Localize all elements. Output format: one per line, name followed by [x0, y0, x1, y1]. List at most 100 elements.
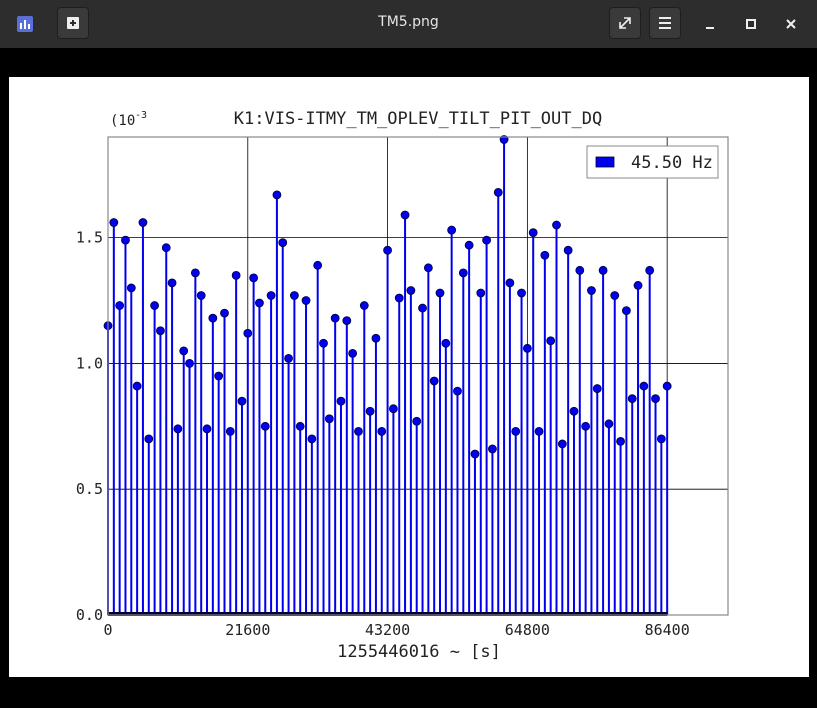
y-tick-label: 1.0	[76, 354, 103, 372]
stem-marker	[418, 303, 427, 313]
x-tick-label: 64800	[505, 621, 550, 639]
stem-marker	[167, 278, 177, 288]
stem-marker	[243, 328, 253, 338]
stem-marker	[173, 424, 183, 434]
stem-marker	[249, 273, 259, 283]
series	[103, 135, 672, 615]
stem-marker	[266, 291, 276, 300]
stem-marker	[616, 437, 625, 446]
stem-marker	[115, 301, 125, 310]
stem-marker	[377, 426, 387, 436]
stem-marker	[161, 243, 171, 253]
stem-marker	[354, 426, 363, 436]
plot-frame	[107, 136, 729, 616]
legend-label: 45.50 Hz	[631, 153, 713, 173]
stem-marker	[126, 283, 136, 293]
stem-marker	[121, 235, 130, 245]
stem-marker	[441, 338, 451, 348]
stem-marker	[359, 301, 369, 310]
stem-marker	[453, 386, 462, 396]
stem-marker	[592, 384, 602, 393]
stem-marker	[639, 381, 649, 391]
stem-marker	[656, 434, 666, 444]
stem-marker	[458, 268, 468, 278]
stem-marker	[389, 404, 398, 414]
stem-marker	[610, 291, 620, 300]
stem-marker	[476, 288, 486, 298]
stem-marker	[295, 421, 305, 431]
stem-marker	[511, 426, 521, 436]
x-tick-label: 0	[103, 621, 112, 639]
menu-button[interactable]	[649, 7, 681, 39]
x-tick-label: 21600	[225, 621, 270, 639]
stem-marker	[208, 313, 218, 323]
y-multiplier: (10	[110, 113, 135, 129]
stem-marker	[540, 250, 550, 260]
image-canvas: K1:VIS-ITMY_TM_OPLEV_TILT_PIT_OUT_DQ (10…	[0, 48, 817, 708]
y-multiplier-exponent: -3	[135, 110, 147, 121]
stem-marker	[621, 306, 631, 315]
stem-marker	[581, 421, 591, 431]
stem-marker	[324, 414, 334, 424]
stem-marker	[528, 228, 538, 238]
stem-marker	[202, 424, 212, 434]
stem-marker	[307, 434, 317, 444]
y-tick-label: 0.0	[76, 606, 103, 624]
stem-marker	[604, 419, 614, 429]
stem-marker	[470, 449, 480, 459]
stem-marker	[546, 336, 556, 346]
stem-marker	[237, 396, 247, 406]
stem-marker	[662, 381, 672, 391]
stem-marker	[412, 416, 422, 426]
stem-marker	[552, 220, 561, 230]
stem-marker	[342, 316, 352, 326]
stem-marker	[575, 265, 585, 275]
stem-marker	[627, 394, 637, 404]
x-tick-label: 43200	[365, 621, 410, 639]
window-controls[interactable]	[700, 14, 805, 34]
chart: K1:VIS-ITMY_TM_OPLEV_TILT_PIT_OUT_DQ (10…	[9, 77, 809, 677]
stem-marker	[260, 421, 270, 431]
stem-marker	[645, 265, 655, 275]
stem-marker	[109, 218, 119, 227]
new-tab-button[interactable]	[57, 7, 89, 39]
stem-marker	[272, 190, 282, 200]
stem-marker	[289, 291, 299, 300]
x-tick-label: 86400	[645, 621, 690, 639]
stem-marker	[150, 301, 159, 310]
icon	[619, 17, 631, 29]
stem-marker	[505, 278, 515, 288]
stem-marker	[488, 444, 497, 454]
stem-marker	[220, 308, 229, 318]
stem-marker	[185, 359, 194, 368]
stem-marker	[231, 270, 241, 280]
stem-marker	[522, 343, 532, 353]
stem-marker	[255, 298, 264, 308]
window-title: TM5.png	[378, 14, 439, 30]
stem-marker	[651, 394, 660, 404]
stem-marker	[557, 439, 567, 449]
stem-marker	[482, 235, 492, 245]
stem-marker	[447, 225, 457, 235]
stem-marker	[365, 406, 375, 416]
stem-marker	[301, 296, 311, 305]
stem-marker	[330, 313, 340, 323]
stem-marker	[587, 286, 596, 295]
stem-marker	[348, 348, 358, 358]
stem-marker	[394, 293, 404, 303]
chart-title: K1:VIS-ITMY_TM_OPLEV_TILT_PIT_OUT_DQ	[234, 109, 602, 129]
stem-marker	[138, 218, 148, 227]
title-bar: TM5.png	[0, 0, 817, 48]
x-axis-label: 1255446016 ~ [s]	[337, 642, 501, 662]
fullscreen-button[interactable]	[609, 7, 641, 39]
stem-marker	[196, 291, 206, 300]
stem-marker	[144, 434, 154, 444]
stem-marker	[400, 210, 410, 220]
stem-marker	[383, 245, 392, 255]
y-tick-label: 0.5	[76, 480, 103, 498]
stem-marker	[284, 353, 293, 363]
stem-marker	[190, 268, 200, 278]
app-icon	[17, 16, 33, 32]
stem-marker	[132, 381, 142, 391]
